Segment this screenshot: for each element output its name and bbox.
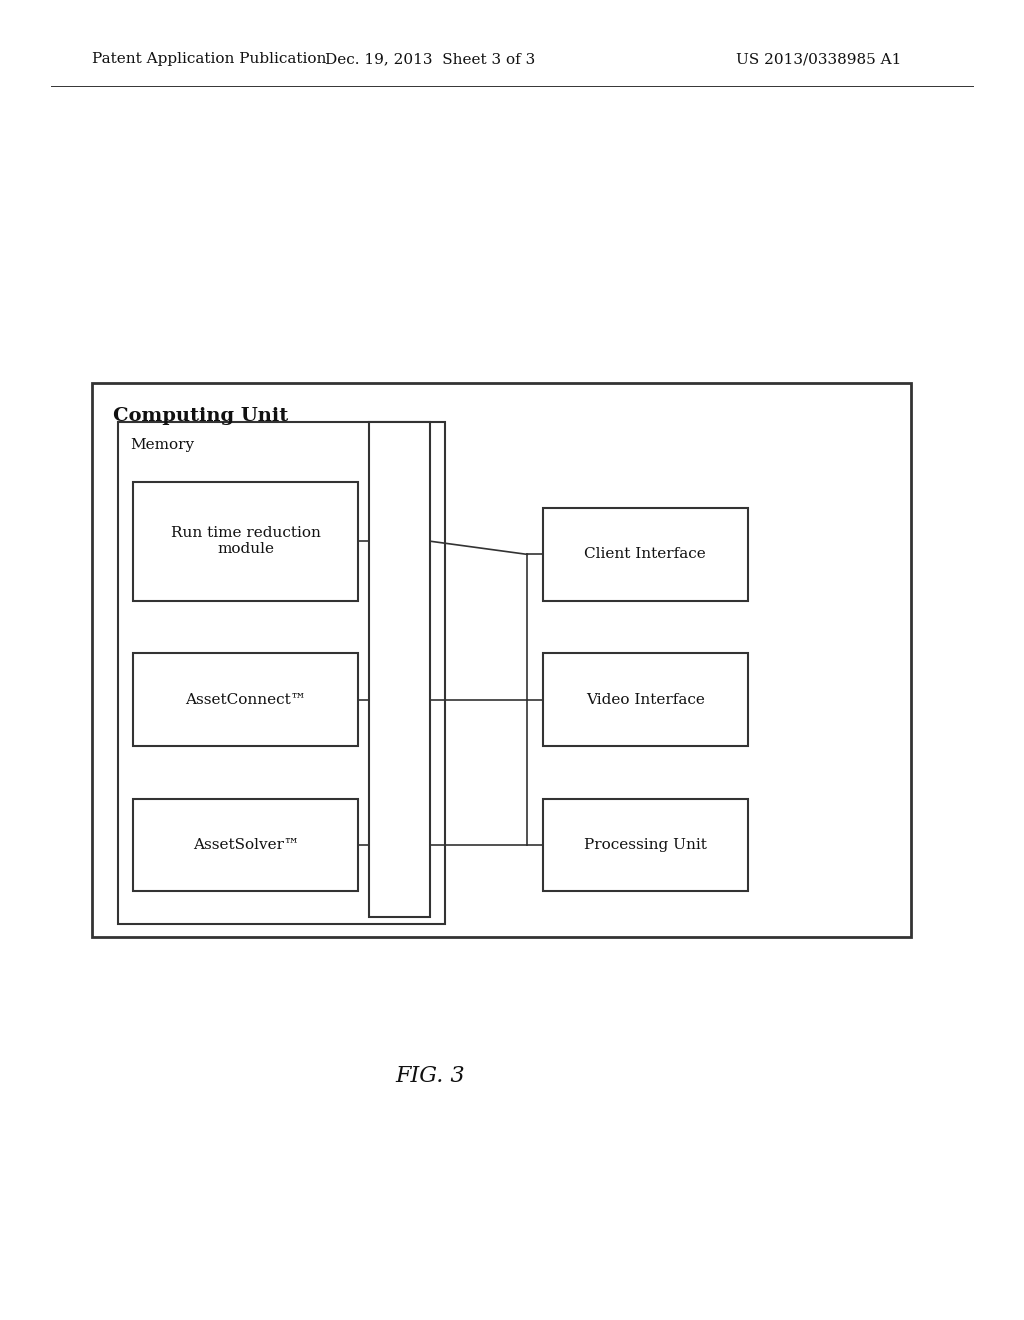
Text: FIG. 3: FIG. 3: [395, 1065, 465, 1086]
Text: Memory: Memory: [130, 438, 195, 453]
Bar: [543, 508, 748, 601]
Text: AssetConnect™: AssetConnect™: [185, 693, 306, 706]
Text: Video Interface: Video Interface: [586, 693, 705, 706]
Bar: [133, 799, 358, 891]
Text: Computing Unit: Computing Unit: [113, 407, 288, 425]
Bar: [369, 422, 430, 917]
Text: Client Interface: Client Interface: [585, 548, 706, 561]
Text: US 2013/0338985 A1: US 2013/0338985 A1: [736, 53, 901, 66]
Text: Processing Unit: Processing Unit: [584, 838, 707, 851]
Bar: [133, 482, 358, 601]
Text: Run time reduction
module: Run time reduction module: [171, 527, 321, 556]
Text: Dec. 19, 2013  Sheet 3 of 3: Dec. 19, 2013 Sheet 3 of 3: [325, 53, 536, 66]
Bar: [543, 799, 748, 891]
Bar: [133, 653, 358, 746]
Bar: [118, 422, 445, 924]
Bar: [92, 383, 911, 937]
Text: AssetSolver™: AssetSolver™: [193, 838, 299, 851]
Bar: [543, 653, 748, 746]
Text: Patent Application Publication: Patent Application Publication: [92, 53, 327, 66]
